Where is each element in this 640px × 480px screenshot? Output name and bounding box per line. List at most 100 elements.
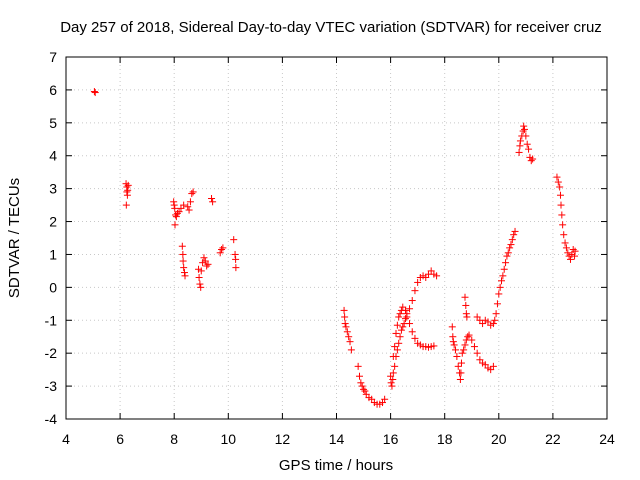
data-point [463,313,471,321]
x-tick-labels: 4 6 8 10 12 14 16 18 20 22 24 [62,431,615,447]
data-point [231,250,239,258]
data-point [492,310,500,318]
data-point [358,382,366,390]
data-point [508,236,516,244]
data-point [360,385,368,393]
data-point [462,310,470,318]
data-point [171,221,179,229]
x-tick-label: 14 [329,431,345,447]
data-point [473,349,481,357]
data-point [354,362,362,370]
x-tick-label: 12 [275,431,291,447]
data-point [180,269,188,277]
data-point [468,336,476,344]
data-point [503,252,511,260]
data-point [389,369,397,377]
data-point [491,316,499,324]
data-point [457,369,465,377]
data-point [184,203,192,211]
data-point [346,338,354,346]
data-point [200,254,208,262]
data-point [124,181,132,189]
data-point [519,127,527,135]
data-point [403,313,411,321]
data-point [189,188,197,196]
data-point [209,198,217,206]
data-point [185,206,193,214]
data-point [230,236,238,244]
data-point [232,255,240,263]
data-point [401,306,409,314]
data-point [515,148,523,156]
data-point [173,209,181,217]
data-point [392,329,400,337]
data-point [522,132,530,140]
data-point [170,201,178,209]
data-point [452,346,460,354]
data-point [502,259,510,267]
data-point [461,293,469,301]
data-point [340,306,348,314]
x-tick-label: 6 [116,431,124,447]
data-point [564,249,572,257]
data-point [123,188,131,196]
data-point [172,213,180,221]
data-point [456,376,464,384]
data-point [203,262,211,270]
y-tick-label: 6 [49,82,57,98]
data-point [454,362,462,370]
data-point [347,346,355,354]
data-point [216,249,224,257]
data-point [341,313,349,321]
data-point [489,320,497,328]
data-point [411,287,419,295]
data-point [529,155,537,163]
y-axis-label: SDTVAR / TECUs [6,178,23,298]
data-point [171,204,179,212]
y-tick-label: -4 [45,411,58,427]
data-point [232,264,240,272]
x-tick-label: 16 [383,431,399,447]
data-point [179,257,187,265]
data-point [460,346,468,354]
data-point [186,198,194,206]
data-point [496,283,504,291]
data-point [342,323,350,331]
y-tick-label: 7 [49,49,57,65]
data-point [208,195,216,203]
data-point [361,387,369,395]
data-point [433,272,441,280]
data-point [553,173,561,181]
data-point [499,272,507,280]
data-point [461,341,469,349]
data-point [170,198,178,206]
data-point [414,278,422,286]
data-point [449,333,457,341]
data-point [495,290,503,298]
data-point [188,190,196,198]
data-point [449,338,457,346]
data-point [197,267,205,275]
y-tick-label: 2 [49,214,57,230]
data-point [504,249,512,257]
data-point [90,88,98,96]
data-point [457,359,465,367]
data-point [498,277,506,285]
data-point [179,250,187,258]
data-point [562,244,570,252]
data-point [397,326,405,334]
data-point [197,283,205,291]
data-point [91,89,99,97]
data-point [172,211,180,219]
data-point [458,349,466,357]
x-tick-label: 22 [545,431,561,447]
x-tick-label: 10 [221,431,237,447]
data-point [493,300,501,308]
data-point [408,297,416,305]
data-point [465,331,473,339]
y-tick-label: 0 [49,279,57,295]
y-tick-label: 1 [49,246,57,262]
data-point [511,227,519,235]
data-point [559,221,567,229]
data-point [520,125,528,133]
